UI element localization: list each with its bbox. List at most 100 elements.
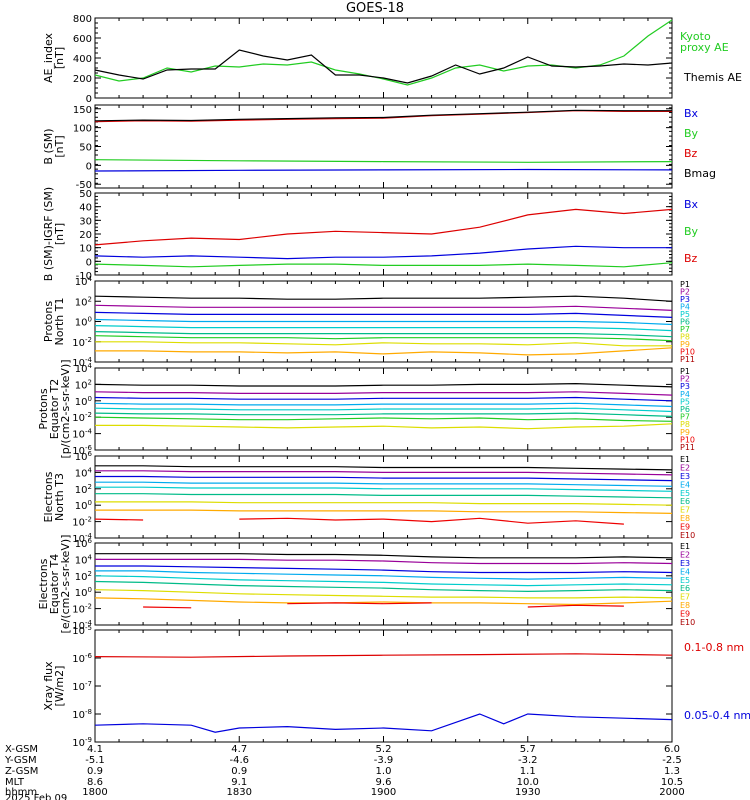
legend-label: E3 <box>680 472 690 481</box>
y-tick-label: 0 <box>86 257 92 268</box>
x-axis-value: 1900 <box>371 787 396 798</box>
y-tick-label: -10 <box>76 271 92 282</box>
legend-label: P3 <box>680 382 690 391</box>
legend-label: P7 <box>680 413 690 422</box>
y-tick-label: 0 <box>86 161 92 172</box>
legend-label: E4 <box>680 480 690 489</box>
x-axis-value: 9.6 <box>376 777 392 788</box>
y-tick-label: 102 <box>75 483 92 496</box>
series-line-P4 <box>94 402 673 408</box>
x-axis-value: 6.0 <box>664 744 680 755</box>
legend-label: Bx <box>684 198 699 211</box>
y-tick-label: 102 <box>75 295 92 308</box>
legend-label: 0.05-0.4 nm <box>684 709 750 722</box>
y-tick-label: 10-4 <box>72 532 92 545</box>
y-axis-label: [nT] <box>53 223 66 245</box>
series-line-0.1-0.8-nm <box>94 653 673 658</box>
panel-frame <box>94 192 673 276</box>
y-axis-label: Protons <box>42 301 55 342</box>
legend-label: E2 <box>680 550 690 559</box>
y-axis-label: Equator T2 <box>48 379 61 439</box>
series-line-Bx <box>94 168 673 172</box>
x-axis-value: 0.9 <box>231 766 247 777</box>
legend-label: E6 <box>680 584 690 593</box>
series-line-P5 <box>94 407 673 413</box>
x-axis-value: 2000 <box>659 787 684 798</box>
series-line-E9 <box>94 517 624 525</box>
legend-label: E5 <box>680 576 690 585</box>
legend-label: P1 <box>680 280 690 289</box>
series-line-E5 <box>95 486 673 492</box>
x-axis-value: 5.2 <box>376 744 392 755</box>
series-line-P4 <box>94 318 673 326</box>
series-line-E1 <box>95 553 673 559</box>
y-tick-label: 0 <box>86 94 92 105</box>
legend-label: E6 <box>680 497 690 506</box>
series-line-P2 <box>94 391 673 396</box>
series-line-E4 <box>95 481 673 487</box>
legend-label: E1 <box>680 542 690 551</box>
x-axis-value: -5.1 <box>85 755 105 766</box>
y-tick-label: 10-2 <box>72 336 92 349</box>
x-axis-value: 4.7 <box>231 744 247 755</box>
series-line-P3 <box>94 396 673 402</box>
legend-label: P10 <box>680 435 695 444</box>
y-tick-label: 10-7 <box>72 680 92 693</box>
legend-label: P3 <box>680 295 690 304</box>
series-line-E2 <box>95 558 673 565</box>
legend-label: P7 <box>680 325 690 334</box>
y-axis-label: Electrons <box>37 558 50 609</box>
y-axis-label: Equator T4 <box>48 554 61 614</box>
series-line-P9 <box>95 347 673 356</box>
series-line-E4 <box>95 570 673 580</box>
legend-label: E4 <box>680 567 690 576</box>
x-axis-value: 1800 <box>82 787 107 798</box>
x-row-label: Z-GSM <box>5 766 38 777</box>
y-axis-label: B (SM)-IGRF (SM) <box>42 187 55 281</box>
legend-label: P9 <box>680 428 690 437</box>
y-tick-label: 106 <box>75 450 93 463</box>
series-line-E7 <box>95 501 673 506</box>
legend-label: P4 <box>680 390 690 399</box>
y-tick-label: 104 <box>75 362 93 375</box>
x-row-label: hhmm <box>5 787 37 798</box>
y-tick-label: 106 <box>75 537 93 550</box>
y-tick-label: 10-6 <box>72 652 92 665</box>
series-line-E3 <box>95 565 673 574</box>
legend-label: E2 <box>680 463 690 472</box>
y-axis-label: North T1 <box>53 298 66 346</box>
legend-label: P4 <box>680 303 690 312</box>
y-tick-label: 100 <box>75 316 92 329</box>
legend-label: P10 <box>680 348 695 357</box>
y-tick-label: 30 <box>79 216 92 227</box>
legend-label: P8 <box>680 420 690 429</box>
series-line-P5 <box>94 325 673 332</box>
x-axis-value: 10.5 <box>661 777 683 788</box>
x-axis-value: -3.2 <box>518 755 538 766</box>
series-line-P8 <box>95 423 673 430</box>
series-line-P7 <box>94 416 673 422</box>
x-axis-value: -3.9 <box>374 755 394 766</box>
y-tick-label: 104 <box>75 553 93 566</box>
y-tick-label: 100 <box>73 124 92 135</box>
legend-label: P11 <box>680 355 695 364</box>
series-line-E7 <box>94 589 673 599</box>
x-axis-value: -2.5 <box>662 755 682 766</box>
x-axis-value: 5.7 <box>520 744 536 755</box>
legend-label: 0.1-0.8 nm <box>684 641 744 654</box>
y-tick-label: 150 <box>73 105 92 116</box>
legend-label: Bz <box>684 252 698 265</box>
series-line-Kyoto-proxy-AE <box>94 19 673 86</box>
y-tick-label: 50 <box>79 143 92 154</box>
x-axis-value: 10.0 <box>517 777 539 788</box>
panel-frame <box>94 17 673 99</box>
y-tick-label: 102 <box>75 378 92 391</box>
series-line-P7 <box>94 335 673 342</box>
series-line-P6 <box>94 412 673 417</box>
y-tick-label: 800 <box>73 14 92 25</box>
series-line-E2 <box>95 470 673 476</box>
legend-label: E7 <box>680 506 690 515</box>
series-line-0.05-0.4-nm <box>94 713 673 733</box>
y-axis-label: Protons <box>37 388 50 429</box>
